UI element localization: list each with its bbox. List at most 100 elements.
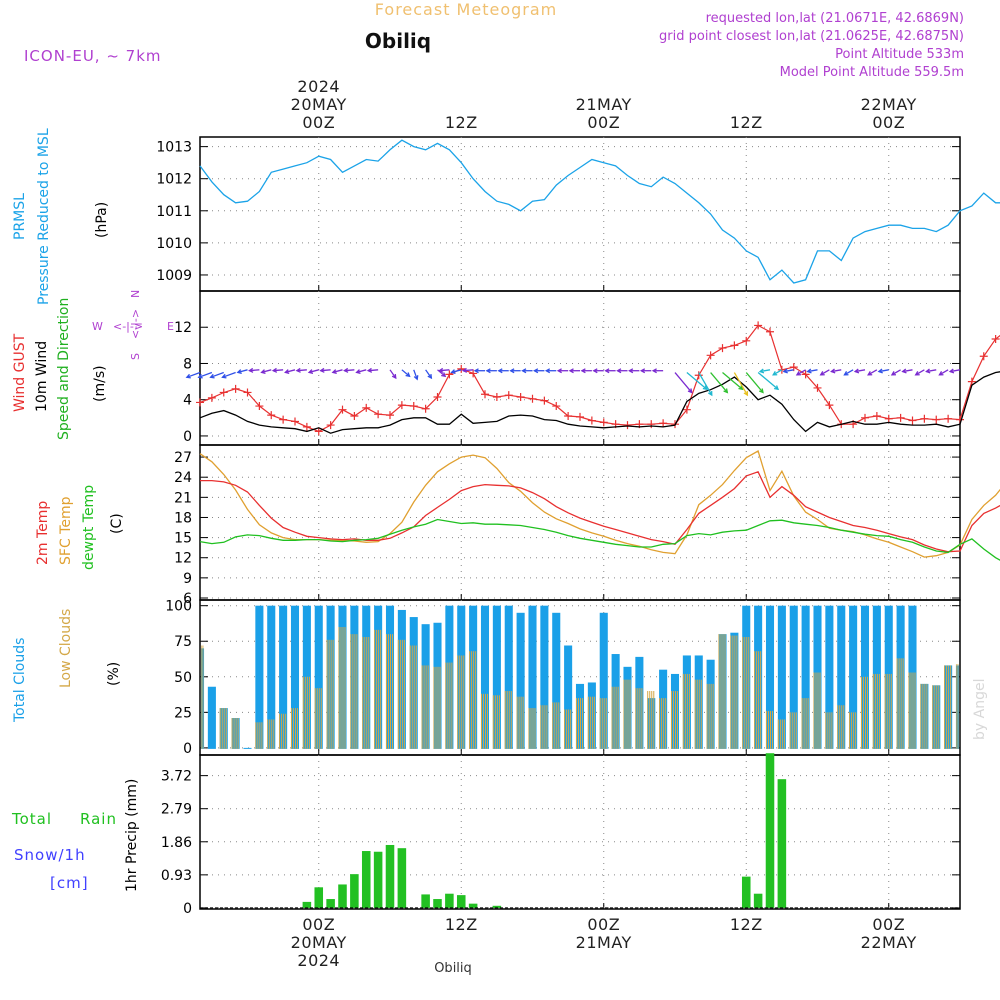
precip-bar bbox=[397, 848, 407, 908]
gust-marker bbox=[552, 402, 561, 411]
low-cloud-bar bbox=[611, 686, 613, 749]
low-cloud-bar bbox=[748, 636, 750, 749]
total-cloud-bar bbox=[552, 612, 561, 749]
precip-bar bbox=[777, 779, 787, 908]
low-cloud-bar bbox=[720, 634, 722, 749]
gust-marker bbox=[445, 370, 454, 379]
panel-frame bbox=[199, 136, 961, 292]
wind-direction-arrow bbox=[356, 369, 367, 374]
time-axis-label: 21MAY bbox=[576, 933, 632, 952]
temp-label-3: dewpt Temp bbox=[81, 485, 97, 570]
time-axis-label: 00Z bbox=[587, 915, 620, 934]
low-cloud-bar bbox=[397, 639, 399, 749]
low-cloud-bar bbox=[320, 688, 322, 749]
gust-marker bbox=[647, 420, 656, 429]
total-cloud-bar bbox=[255, 605, 264, 749]
low-cloud-bar bbox=[255, 722, 257, 749]
low-cloud-bar bbox=[376, 629, 378, 749]
low-cloud-bar bbox=[777, 719, 779, 749]
low-cloud-bar bbox=[344, 627, 346, 749]
gust-marker bbox=[944, 414, 953, 423]
time-axis-label: 20MAY bbox=[291, 95, 347, 114]
low-cloud-bar bbox=[815, 672, 817, 749]
low-cloud-bar bbox=[308, 676, 310, 749]
wind-direction-arrow bbox=[831, 369, 842, 373]
wind-direction-arrow bbox=[950, 369, 961, 373]
low-cloud-bar bbox=[342, 627, 344, 749]
wind-direction-arrow bbox=[878, 369, 889, 373]
total-cloud-bar bbox=[314, 605, 323, 749]
gust-marker bbox=[409, 402, 418, 411]
wind-arrow-head bbox=[782, 368, 788, 374]
low-cloud-bar bbox=[688, 673, 690, 749]
wind-arrow-head bbox=[687, 388, 693, 394]
low-cloud-bar bbox=[362, 636, 364, 749]
y-tick-label: 27 bbox=[174, 450, 192, 466]
pressure-label-1: PRMSL bbox=[12, 193, 28, 240]
wind-arrow-head bbox=[759, 388, 764, 394]
low-cloud-bar bbox=[409, 645, 411, 749]
wind-direction-arrow bbox=[451, 369, 462, 374]
wind-arrow-head bbox=[914, 371, 920, 376]
low-cloud-bar bbox=[795, 712, 797, 749]
wind-arrow-head bbox=[461, 367, 468, 373]
gust-marker bbox=[433, 392, 442, 401]
low-cloud-bar bbox=[791, 712, 793, 749]
gust-marker bbox=[908, 416, 917, 425]
low-cloud-bar bbox=[841, 705, 843, 749]
wind-arrow-head bbox=[509, 368, 515, 374]
precip-bar bbox=[741, 876, 751, 908]
gust-marker bbox=[267, 411, 276, 420]
low-cloud-bar bbox=[837, 705, 839, 749]
wind-direction-arrow bbox=[757, 372, 779, 390]
location-name: Obiliq bbox=[365, 29, 431, 53]
low-cloud-bar bbox=[439, 666, 441, 749]
clouds-label-1: Total Clouds bbox=[12, 638, 28, 723]
wind-arrow-head bbox=[284, 369, 290, 374]
low-cloud-bar bbox=[219, 708, 221, 749]
wind-direction-arrow bbox=[733, 372, 748, 396]
time-axis-label: 00Z bbox=[302, 113, 335, 132]
low-cloud-bar bbox=[413, 645, 415, 749]
wind-direction-arrow bbox=[463, 369, 474, 372]
wind-direction-arrow bbox=[760, 369, 771, 373]
wind-arrow-head bbox=[580, 368, 586, 374]
total-cloud-bar bbox=[540, 605, 549, 749]
gust-marker bbox=[255, 402, 264, 411]
low-cloud-bar bbox=[580, 698, 582, 749]
low-cloud-bar bbox=[813, 672, 815, 749]
temp-unit: (C) bbox=[109, 513, 125, 534]
low-cloud-bar bbox=[831, 712, 833, 749]
low-cloud-bar bbox=[546, 705, 548, 749]
low-cloud-bar bbox=[425, 665, 427, 749]
low-cloud-bar bbox=[767, 710, 769, 749]
gust-marker bbox=[516, 392, 525, 401]
low-cloud-bar bbox=[593, 696, 595, 749]
low-cloud-bar bbox=[754, 651, 756, 749]
wind-direction-arrow bbox=[796, 369, 806, 376]
y-tick-label: 2.79 bbox=[161, 802, 192, 818]
wind-direction-arrow bbox=[844, 369, 854, 376]
wind-arrow-head bbox=[877, 368, 883, 374]
time-axis-label: 12Z bbox=[445, 915, 478, 934]
wind-arrow-head bbox=[497, 368, 503, 374]
low-cloud-bar bbox=[352, 634, 354, 749]
low-cloud-bar bbox=[459, 655, 461, 749]
gust-marker bbox=[291, 417, 299, 426]
low-cloud-bar bbox=[817, 672, 819, 749]
low-cloud-bar bbox=[641, 688, 643, 749]
low-cloud-bar bbox=[902, 658, 904, 749]
low-cloud-bar bbox=[261, 722, 263, 749]
gust-marker bbox=[623, 421, 632, 430]
low-cloud-bar bbox=[793, 712, 795, 749]
low-cloud-bar bbox=[896, 658, 898, 749]
low-cloud-bar bbox=[908, 672, 910, 749]
gust-marker bbox=[469, 369, 478, 378]
total-cloud-bar bbox=[528, 605, 537, 749]
low-cloud-bar bbox=[944, 665, 946, 749]
gust-marker bbox=[397, 401, 406, 410]
wind-arrow-head bbox=[343, 367, 349, 373]
time-axis-label: 2024 bbox=[297, 77, 340, 96]
